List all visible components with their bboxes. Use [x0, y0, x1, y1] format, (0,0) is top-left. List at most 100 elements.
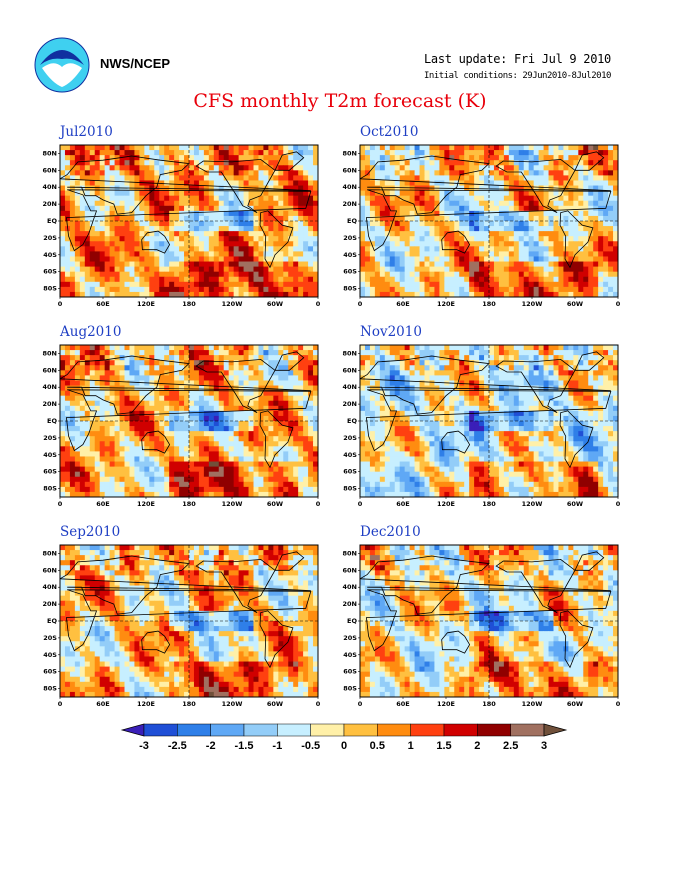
anomaly-cell — [303, 486, 309, 493]
anomaly-cell — [189, 210, 195, 217]
anomaly-cell — [243, 226, 249, 232]
anomaly-cell — [374, 345, 381, 351]
anomaly-cell — [429, 281, 435, 288]
anomaly-cell — [193, 390, 200, 397]
anomaly-cell — [360, 165, 366, 171]
anomaly-cell — [238, 221, 244, 227]
anomaly-cell — [543, 175, 549, 181]
anomaly-cell — [64, 451, 71, 457]
anomaly-cell — [424, 286, 430, 293]
anomaly-cell — [568, 205, 574, 212]
anomaly-cell — [104, 350, 111, 356]
anomaly-cell — [583, 150, 589, 156]
anomaly-cell — [563, 281, 569, 288]
anomaly-cell — [498, 145, 505, 151]
anomaly-cell — [283, 415, 289, 422]
anomaly-cell — [459, 215, 465, 222]
anomaly-cell — [424, 210, 430, 217]
anomaly-cell — [399, 286, 406, 293]
anomaly-cell — [109, 246, 115, 252]
anomaly-cell — [533, 190, 540, 197]
anomaly-cell — [394, 350, 401, 356]
anomaly-cell — [134, 491, 140, 497]
anomaly-cell — [513, 195, 520, 202]
anomaly-cell — [238, 155, 244, 161]
anomaly-cell — [273, 446, 279, 452]
anomaly-cell — [288, 436, 294, 442]
anomaly-cell — [278, 456, 284, 462]
anomaly-cell — [464, 226, 470, 232]
anomaly-cell — [64, 246, 71, 252]
anomaly-cell — [60, 226, 66, 232]
anomaly-cell — [99, 410, 106, 417]
anomaly-cell — [258, 451, 264, 457]
anomaly-cell — [603, 241, 609, 247]
anomaly-cell — [134, 375, 140, 381]
anomaly-cell — [74, 476, 81, 483]
anomaly-cell — [99, 291, 106, 297]
anomaly-cell — [399, 215, 406, 222]
anomaly-cell — [119, 150, 125, 156]
anomaly-cell — [518, 150, 525, 156]
anomaly-cell — [159, 271, 165, 278]
anomaly-cell — [69, 395, 76, 402]
anomaly-cell — [263, 175, 269, 181]
anomaly-cell — [208, 456, 215, 462]
anomaly-cell — [198, 405, 205, 412]
anomaly-cell — [459, 236, 465, 242]
anomaly-cell — [278, 370, 284, 376]
anomaly-cell — [203, 491, 210, 497]
anomaly-cell — [553, 190, 559, 197]
anomaly-cell — [99, 170, 106, 176]
anomaly-cell — [568, 215, 574, 222]
anomaly-cell — [109, 350, 115, 356]
anomaly-cell — [64, 221, 71, 227]
anomaly-cell — [593, 266, 599, 273]
anomaly-cell — [469, 155, 475, 161]
anomaly-cell — [464, 160, 470, 166]
anomaly-cell — [384, 145, 391, 151]
anomaly-cell — [464, 281, 470, 288]
anomaly-cell — [588, 291, 594, 297]
anomaly-cell — [238, 286, 244, 293]
anomaly-cell — [60, 241, 66, 247]
anomaly-cell — [439, 221, 445, 227]
anomaly-cell — [303, 236, 309, 242]
anomaly-cell — [379, 251, 386, 257]
anomaly-cell — [114, 390, 120, 397]
anomaly-cell — [434, 271, 440, 278]
anomaly-cell — [134, 390, 140, 397]
anomaly-cell — [99, 246, 106, 252]
anomaly-cell — [384, 261, 391, 267]
anomaly-cell — [79, 165, 86, 171]
anomaly-cell — [213, 261, 220, 267]
anomaly-cell — [174, 271, 180, 278]
anomaly-cell — [149, 231, 155, 237]
anomaly-cell — [203, 400, 210, 407]
anomaly-cell — [298, 466, 304, 473]
anomaly-cell — [149, 256, 155, 262]
anomaly-cell — [479, 210, 485, 217]
anomaly-cell — [144, 281, 150, 288]
anomaly-cell — [394, 266, 401, 273]
anomaly-cell — [189, 205, 195, 212]
anomaly-cell — [603, 286, 609, 293]
anomaly-cell — [283, 251, 289, 257]
anomaly-cell — [179, 415, 185, 422]
anomaly-cell — [253, 286, 259, 293]
anomaly-cell — [288, 451, 294, 457]
anomaly-cell — [223, 271, 230, 278]
anomaly-cell — [60, 405, 66, 412]
anomaly-cell — [493, 200, 500, 207]
anomaly-cell — [94, 165, 101, 171]
anomaly-cell — [119, 375, 125, 381]
anomaly-cell — [79, 205, 86, 212]
anomaly-cell — [84, 251, 91, 257]
anomaly-cell — [399, 266, 406, 273]
anomaly-cell — [374, 286, 381, 293]
anomaly-cell — [568, 236, 574, 242]
anomaly-cell — [74, 170, 81, 176]
anomaly-cell — [518, 210, 525, 217]
anomaly-cell — [213, 246, 220, 252]
anomaly-cell — [563, 210, 569, 217]
